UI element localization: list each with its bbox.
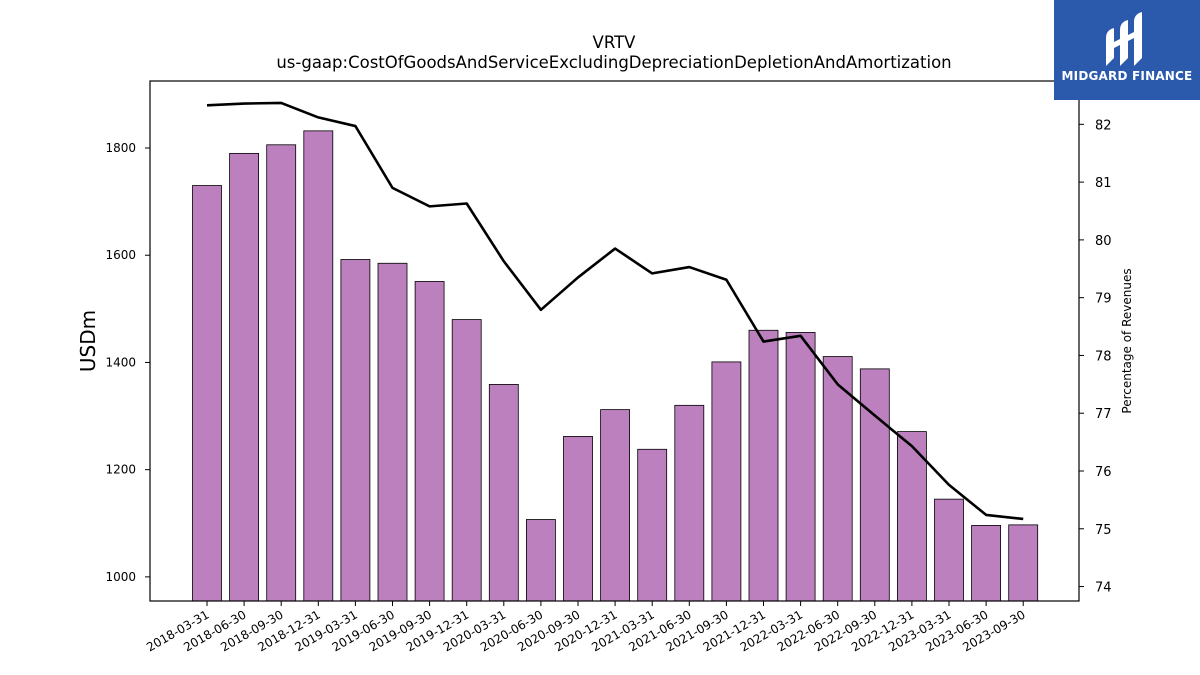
bar-2022-03-31 [785, 332, 816, 602]
bar-2020-09-30 [563, 436, 593, 602]
y2-tick-label: 76 [1095, 465, 1112, 480]
bar-2022-12-31 [897, 431, 927, 602]
x-axis: 2018-03-312018-06-302018-09-302018-12-31… [144, 601, 1028, 654]
y-axis-left: 1000 1200 1400 1600 1800 [105, 141, 150, 584]
y-tick-label: 1200 [105, 463, 136, 477]
bar-series [192, 130, 1039, 602]
bar-2021-06-30 [674, 404, 705, 602]
bar-2019-09-30 [414, 281, 445, 602]
bar-2020-12-31 [600, 409, 630, 602]
bar-2019-03-31 [340, 259, 371, 602]
bar-2021-09-30 [711, 361, 742, 602]
y-axis-right: 74 75 76 77 78 79 80 81 82 [1079, 118, 1112, 596]
chart-subtitle: us-gaap:CostOfGoodsAndServiceExcludingDe… [276, 53, 951, 72]
bar-2019-06-30 [377, 262, 408, 602]
y2-axis-label: Percentage of Revenues [1120, 268, 1134, 413]
y-tick-label: 1800 [105, 141, 136, 155]
bar-2023-06-30 [971, 525, 1001, 602]
bar-2018-03-31 [192, 185, 222, 602]
bar-2021-12-31 [748, 329, 779, 602]
y-tick-label: 1600 [105, 248, 136, 262]
y2-tick-label: 81 [1095, 176, 1112, 191]
y-tick-label: 1400 [105, 355, 136, 369]
bar-2020-06-30 [526, 519, 556, 602]
y2-tick-label: 75 [1095, 523, 1112, 538]
bar-2018-09-30 [266, 144, 297, 602]
percentage-line [206, 101, 1024, 521]
y2-tick-label: 78 [1095, 349, 1112, 364]
bar-2018-12-31 [303, 130, 334, 602]
midgard-logo-icon [1106, 12, 1142, 66]
bar-2021-03-31 [637, 448, 668, 602]
y2-tick-label: 77 [1095, 407, 1112, 422]
bar-2023-09-30 [1008, 524, 1039, 602]
plot-frame [149, 80, 1080, 602]
bar-2018-06-30 [229, 152, 260, 602]
bar-2020-03-31 [488, 384, 519, 602]
bar-2022-06-30 [822, 356, 853, 602]
y-axis-label: USDm [76, 310, 100, 372]
brand-name: MIDGARD FINANCE [1061, 69, 1193, 83]
y2-tick-label: 79 [1095, 292, 1112, 307]
brand-logo: MIDGARD FINANCE [1054, 0, 1200, 100]
chart-title: VRTV [593, 33, 637, 52]
bar-2022-09-30 [859, 368, 890, 602]
y2-tick-label: 82 [1095, 118, 1112, 133]
bar-2023-03-31 [934, 498, 964, 602]
y2-tick-label: 80 [1095, 234, 1112, 249]
y-tick-label: 1000 [105, 570, 136, 584]
bar-2019-12-31 [451, 319, 482, 602]
y2-tick-label: 74 [1095, 581, 1112, 596]
